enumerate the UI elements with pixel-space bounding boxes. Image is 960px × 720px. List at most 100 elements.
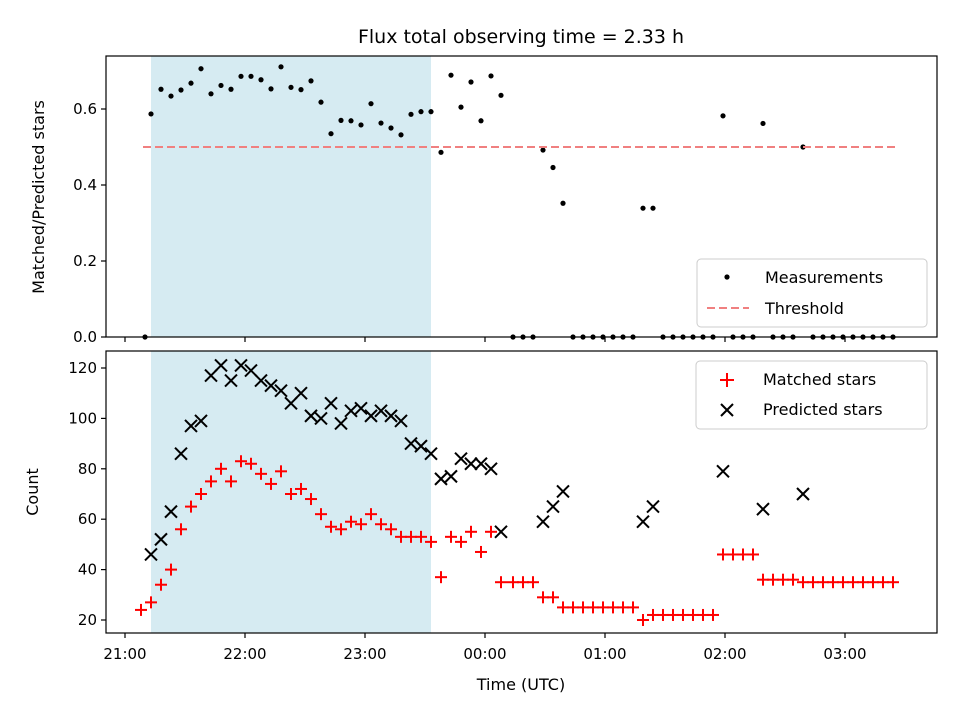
measurement-point [168,93,174,99]
matched-stars-point [155,578,167,591]
matched-stars-point [345,515,357,528]
matched-stars-point [295,482,307,495]
predicted-stars-point [364,409,378,423]
measurement-point [158,86,164,92]
matched-stars-point [225,475,237,488]
predicted-stars-point [324,396,338,410]
predicted-stars-point [384,409,398,423]
measurement-point [178,87,184,93]
bottom-y-ticks: 20 40 60 80 100 120 [68,359,106,629]
matched-stars-point [385,523,397,536]
predicted-stars-point [294,386,308,400]
predicted-stars-point [314,411,328,426]
x-tick-label: 00:00 [463,645,506,663]
matched-stars-point [135,603,147,616]
measurement-point [338,117,344,123]
predicted-stars-point [454,452,468,466]
x-tick-label: 03:00 [823,645,866,663]
y-tick-label: 100 [68,409,97,427]
measurement-point [248,73,254,79]
predicted-stars-point [536,515,550,529]
bottom-axes-frame [105,350,938,634]
legend-label-measurements: Measurements [765,268,883,287]
predicted-stars-point [274,383,288,398]
bottom-panel: 20 40 60 80 100 120 21:00 22:00 23:00 00:00 01:00… [23,350,938,694]
predicted-stars-point [354,401,368,416]
x-tick-label: 23:00 [343,645,386,663]
measurement-point [760,120,766,127]
measurement-point [318,99,324,105]
predicted-stars-point [796,487,810,501]
predicted-stars-point [716,464,730,479]
matched-stars-point [637,614,649,626]
predicted-stars-point [414,439,428,453]
chart-title: Flux total observing time = 2.33 h [358,26,684,48]
predicted-stars-point [556,484,570,499]
top-x-ticks [124,337,846,342]
measurement-point [550,164,556,171]
predicted-stars-point [484,462,498,476]
matched-stars-point [285,488,297,500]
matched-stars-point [265,477,277,490]
bottom-y-axis-title: Count [23,468,42,516]
measurement-point [560,200,566,206]
measurement-point [278,64,284,70]
predicted-stars-point [284,396,298,410]
measurement-point [418,109,424,115]
matched-stars-point [415,530,427,543]
measurement-point [368,101,374,107]
matched-stars-point [195,488,207,500]
y-tick-label: 0.2 [73,252,97,270]
predicted-stars-point [184,419,198,433]
measurement-point [358,122,364,128]
bottom-data-marks [135,358,899,626]
matched-stars-point [475,545,487,558]
measurement-point [228,86,234,92]
y-tick-label: 0.0 [73,328,97,346]
x-axis-title: Time (UTC) [476,675,565,694]
matched-stars-point [325,520,337,533]
matched-stars-point [215,462,227,475]
matched-stars-point [205,475,217,488]
matched-stars-point [465,525,477,538]
predicted-stars-point [394,414,408,428]
predicted-stars-point [174,446,188,461]
x-tick-label: 22:00 [223,645,266,663]
matched-stars-point [887,576,899,589]
predicted-stars-point [464,457,478,471]
predicted-stars-point [234,358,248,373]
measurement-point [398,132,404,138]
predicted-stars-point [494,525,508,539]
measurement-point [258,77,264,83]
matched-stars-point [485,525,497,538]
y-tick-label: 80 [78,460,97,478]
matched-stars-point [375,518,387,531]
predicted-stars-point [404,436,418,451]
matched-stars-point [165,563,177,576]
predicted-stars-point [344,404,358,418]
top-y-ticks: 0.0 0.2 0.4 0.6 [73,100,106,346]
predicted-stars-point [756,502,770,516]
measurement-point [378,120,384,126]
y-tick-label: 120 [68,359,97,377]
matched-stars-point [175,523,187,536]
measurement-point [348,118,354,124]
measurement-point [288,84,294,90]
measurement-point [268,86,274,92]
predicted-stars-point [194,414,208,428]
measurement-point [308,78,314,84]
matched-stars-point [425,535,437,548]
matched-stars-point [747,548,759,561]
y-tick-label: 40 [78,561,97,579]
top-legend: Measurements Threshold [696,258,928,328]
measurement-point [438,149,444,155]
predicted-stars-point [224,373,238,388]
predicted-stars-point [636,515,650,529]
measurement-point [148,111,154,117]
predicted-stars-point [304,409,318,423]
top-shaded-interval [151,56,431,337]
predicted-stars-point [254,373,268,388]
legend-label-matched: Matched stars [763,370,876,389]
matched-stars-point [315,508,327,521]
